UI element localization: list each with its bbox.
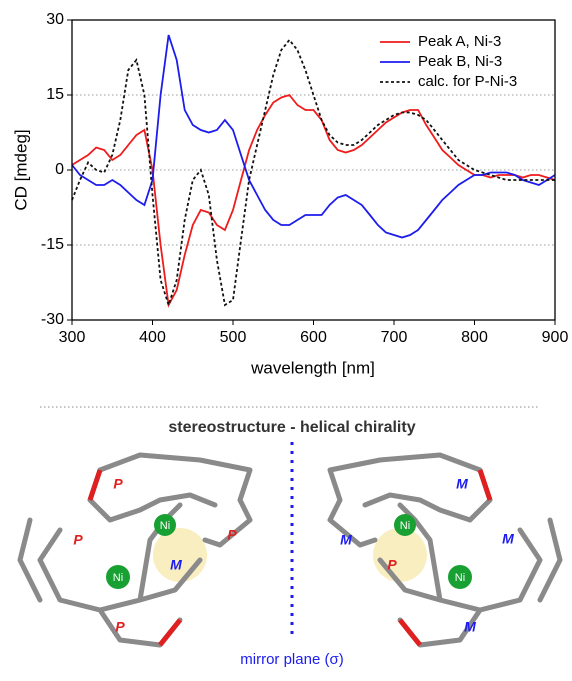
y-tick-label: 15 bbox=[46, 86, 64, 103]
y-tick-label: -30 bbox=[41, 311, 64, 328]
y-tick-label: 0 bbox=[55, 161, 64, 178]
mirror-label: mirror plane (σ) bbox=[240, 651, 343, 668]
helicity-label: M bbox=[464, 619, 476, 635]
helicity-label: P bbox=[73, 532, 83, 548]
molecule-left bbox=[17, 452, 253, 648]
series-line bbox=[71, 38, 555, 308]
y-axis-label: CD [mdeg] bbox=[11, 129, 30, 210]
y-tick-label: 30 bbox=[46, 11, 64, 28]
legend-label: Peak A, Ni-3 bbox=[418, 33, 501, 50]
metal-label: Ni bbox=[160, 520, 170, 532]
y-tick-label: -15 bbox=[41, 236, 64, 253]
metal-label: Ni bbox=[400, 520, 410, 532]
metal-label: Ni bbox=[113, 572, 123, 584]
metal-label: Ni bbox=[455, 572, 465, 584]
plot-frame bbox=[71, 19, 556, 321]
helicity-label: P bbox=[113, 476, 123, 492]
x-tick-label: 700 bbox=[381, 329, 408, 346]
helicity-label: M bbox=[340, 532, 352, 548]
molecule-right bbox=[327, 452, 563, 648]
helicity-label: P bbox=[115, 619, 125, 635]
helicity-label: M bbox=[170, 557, 182, 573]
x-tick-label: 500 bbox=[220, 329, 247, 346]
helicity-label: P bbox=[227, 527, 237, 543]
structure-title: stereostructure - helical chirality bbox=[168, 419, 415, 436]
series-line bbox=[71, 93, 556, 308]
x-tick-label: 900 bbox=[542, 329, 569, 346]
series-line bbox=[71, 34, 556, 239]
legend-label: Peak B, Ni-3 bbox=[418, 53, 502, 70]
x-tick-label: 300 bbox=[59, 329, 86, 346]
x-axis-label: wavelength [nm] bbox=[250, 358, 375, 377]
x-tick-label: 400 bbox=[139, 329, 166, 346]
helicity-label: M bbox=[502, 531, 514, 547]
legend-label: calc. for P-Ni-3 bbox=[418, 73, 517, 90]
x-tick-label: 800 bbox=[461, 329, 488, 346]
helicity-label: M bbox=[456, 476, 468, 492]
helicity-label: P bbox=[387, 557, 397, 573]
x-tick-label: 600 bbox=[300, 329, 327, 346]
